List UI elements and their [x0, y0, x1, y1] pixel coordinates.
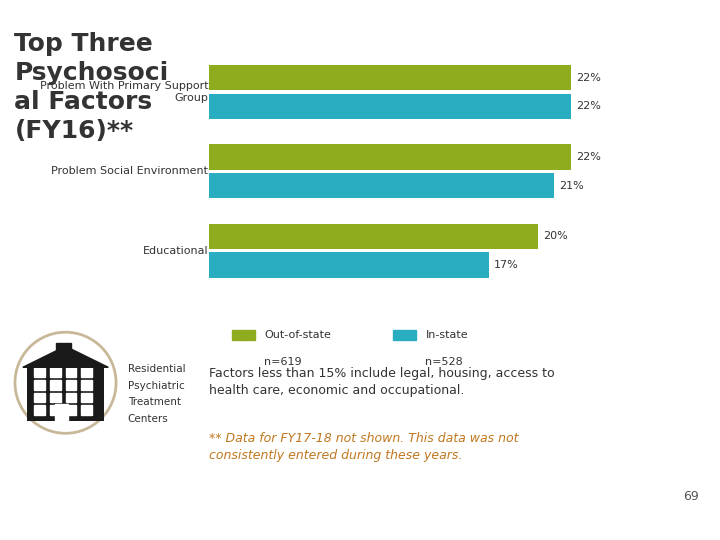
Bar [35, 380, 45, 390]
Bar [50, 367, 60, 377]
Bar [50, 393, 60, 402]
Text: Qualis Data: Qualis Data [14, 522, 96, 535]
Bar [209, 144, 571, 170]
Text: 17%: 17% [493, 260, 518, 270]
Text: 21%: 21% [559, 181, 584, 191]
Bar [209, 173, 554, 198]
Bar [35, 367, 45, 377]
Bar [55, 404, 68, 421]
Bar [81, 405, 91, 415]
Bar [35, 393, 45, 402]
Bar [209, 65, 571, 90]
Text: Centers: Centers [127, 414, 168, 424]
Text: 22%: 22% [576, 73, 600, 83]
Polygon shape [23, 346, 108, 367]
Ellipse shape [15, 332, 116, 433]
Bar [232, 330, 255, 340]
Text: 22%: 22% [576, 102, 600, 111]
Text: Problem Social Environment: Problem Social Environment [51, 166, 209, 177]
Text: 20%: 20% [543, 232, 567, 241]
Bar [66, 380, 76, 390]
Text: In-state: In-state [426, 330, 468, 340]
Bar [66, 405, 76, 415]
Text: Treatment: Treatment [127, 397, 181, 407]
Bar [56, 343, 71, 353]
Text: 69: 69 [683, 490, 698, 503]
Bar [81, 380, 91, 390]
Text: 22%: 22% [576, 152, 600, 162]
Text: n=619: n=619 [264, 357, 302, 367]
Text: Factors less than 15% include legal, housing, access to
health care, economic an: Factors less than 15% include legal, hou… [209, 367, 554, 397]
Bar [393, 330, 416, 340]
Text: Problem With Primary Support
Group: Problem With Primary Support Group [40, 81, 209, 103]
Text: Residential: Residential [127, 364, 185, 374]
Text: Educational: Educational [143, 246, 209, 256]
Bar [209, 224, 538, 249]
Bar [81, 393, 91, 402]
Bar [209, 252, 489, 278]
Text: n=528: n=528 [426, 357, 463, 367]
Bar [35, 405, 45, 415]
Bar [66, 393, 76, 402]
Bar [66, 367, 76, 377]
Bar [81, 367, 91, 377]
Bar [209, 93, 571, 119]
Bar [50, 380, 60, 390]
Bar [50, 405, 60, 415]
Text: Out-of-state: Out-of-state [264, 330, 331, 340]
Text: Top Three
Psychosoci
al Factors
(FY16)**: Top Three Psychosoci al Factors (FY16)** [14, 32, 168, 143]
Bar [27, 367, 104, 421]
Text: Psychiatric: Psychiatric [127, 381, 184, 390]
Text: ** Data for FY17-18 not shown. This data was not
consistently entered during the: ** Data for FY17-18 not shown. This data… [209, 432, 518, 462]
